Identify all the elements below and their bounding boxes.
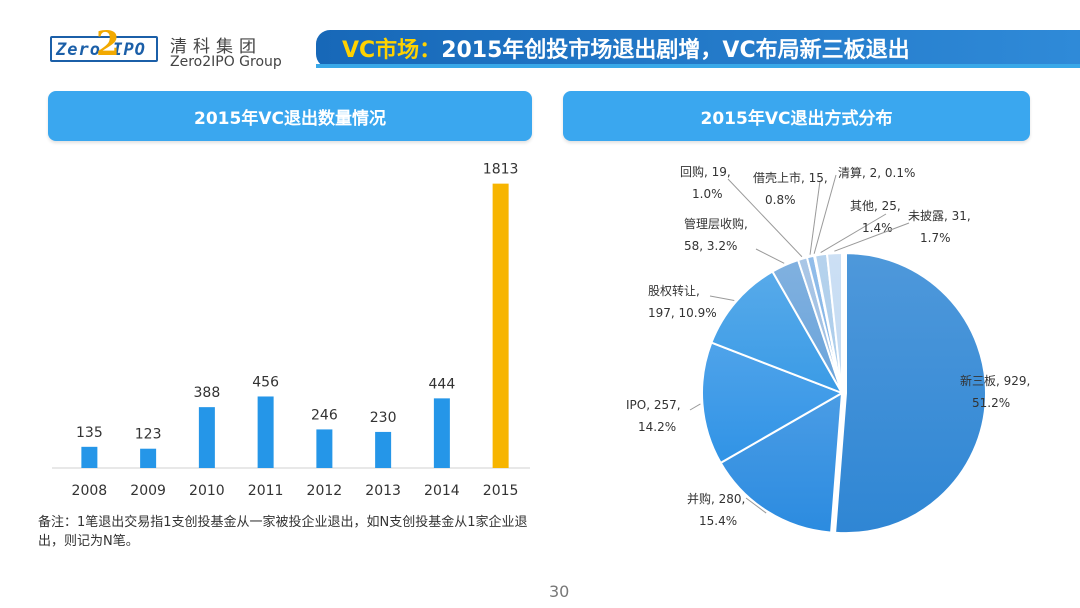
pie-chart: 新三板, 929, 51.2% 并购, 280, 15.4% IPO, 257, 14.2…	[626, 164, 1030, 535]
x-tick-label-2010: 2010	[189, 483, 225, 499]
bar-value-label-2009: 123	[135, 427, 162, 443]
pie-chart-header: 2015年VC退出方式分布	[563, 91, 1030, 141]
slide-title-highlight: VC市场：	[342, 38, 442, 63]
x-tick-label-2015: 2015	[483, 483, 519, 499]
pie-label-清算: 清算, 2, 0.1%	[838, 165, 915, 180]
pie-leader-line-股权转让	[709, 295, 735, 301]
logo-mark: Zero2IPO	[50, 36, 158, 62]
pie-leader-line-管理层收购	[755, 248, 785, 264]
bar-value-label-2014: 444	[429, 376, 456, 392]
bar-value-label-2010: 388	[194, 385, 221, 401]
logo-mark-text: Zero2IPO	[56, 40, 146, 60]
bar-2010	[198, 407, 215, 468]
pie-label-并购: 并购, 280, 15.4%	[687, 491, 745, 528]
pie-label-其他: 其他, 25, 1.4%	[850, 199, 901, 235]
footnote: 备注：1笔退出交易指1支创投基金从一家被投企业退出，如N支创投基金从1家企业退出…	[38, 515, 528, 549]
title-bar	[316, 30, 1080, 68]
pie-slice-新三板	[834, 252, 987, 535]
bar-value-label-2011: 456	[252, 374, 279, 390]
pie-slice-股权转让	[710, 270, 845, 395]
pie-leader-line-未披露	[834, 222, 910, 252]
company-logo: Zero2IPO 2 清科集团 Zero2IPO Group	[50, 24, 290, 75]
slide-title-rest: 2015年创投市场退出剧增，VC布局新三板退出	[441, 38, 910, 63]
bar-value-label-2015: 1813	[483, 162, 519, 178]
bar-2013	[375, 431, 392, 468]
pie-slice-并购	[719, 391, 844, 534]
pie-leader-line-并购	[745, 497, 767, 514]
logo-chinese-name: 清科集团	[170, 37, 262, 57]
pie-leader-line-其他	[820, 213, 887, 254]
bar-2011	[257, 396, 274, 468]
pie-label-管理层收购: 管理层收购, 58, 3.2%	[684, 216, 748, 253]
x-tick-label-2013: 2013	[365, 483, 401, 499]
bar-value-label-2013: 230	[370, 410, 397, 426]
pie-leader-line-借壳上市	[809, 180, 821, 255]
pie-label-回购: 回购, 19, 1.0%	[680, 164, 731, 201]
bar-chart-title: 2015年VC退出数量情况	[194, 108, 386, 129]
bar-value-label-2012: 246	[311, 407, 338, 423]
logo-english-name: Zero2IPO Group	[170, 54, 282, 70]
x-tick-label-2011: 2011	[248, 483, 284, 499]
page-number: 30	[549, 582, 570, 601]
x-tick-label-2012: 2012	[307, 483, 343, 499]
pie-label-股权转让: 股权转让, 197, 10.9%	[648, 283, 717, 320]
logo-two-glyph: 2	[96, 24, 120, 64]
pie-slice-IPO	[701, 341, 845, 465]
pie-leader-line-IPO	[689, 403, 701, 411]
pie-leader-line-清算	[813, 174, 837, 254]
bar-2014	[433, 398, 450, 468]
bar-2012	[316, 429, 333, 468]
pie-label-借壳上市: 借壳上市, 15, 0.8%	[753, 170, 828, 207]
pie-label-新三板: 新三板, 929, 51.2%	[960, 373, 1030, 410]
bar-2015	[492, 183, 509, 468]
pie-leader-line-回购	[727, 178, 803, 258]
pie-slice-未披露	[825, 251, 843, 394]
bar-chart-header: 2015年VC退出数量情况	[48, 91, 532, 141]
bar-chart: 135 2008 123 2009 388 2010 456 2011 246 2012 230 20…	[52, 162, 530, 499]
bar-2008	[81, 446, 98, 468]
pie-label-IPO: IPO, 257, 14.2%	[626, 398, 681, 434]
bar-2009	[140, 448, 157, 468]
slide-title: VC市场：2015年创投市场退出剧增，VC布局新三板退出	[342, 32, 910, 64]
x-tick-label-2014: 2014	[424, 483, 460, 499]
pie-chart-title: 2015年VC退出方式分布	[700, 108, 893, 129]
bar-value-label-2008: 135	[76, 425, 103, 441]
x-tick-label-2008: 2008	[72, 483, 108, 499]
x-tick-label-2009: 2009	[130, 483, 166, 499]
pie-label-未披露: 未披露, 31, 1.7%	[908, 209, 971, 245]
title-accent-line	[316, 64, 1080, 68]
